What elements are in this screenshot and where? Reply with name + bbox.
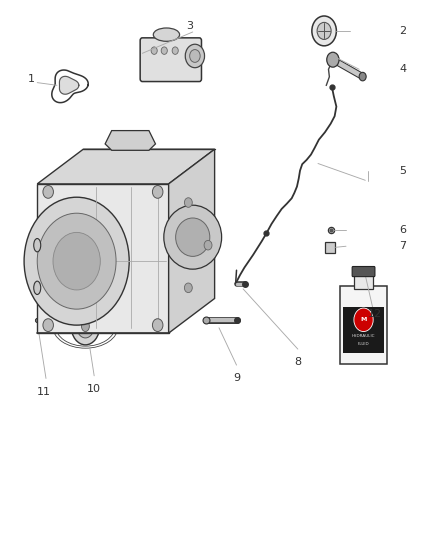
Text: 10: 10 <box>87 384 101 394</box>
Polygon shape <box>105 131 155 150</box>
Polygon shape <box>37 184 169 333</box>
Ellipse shape <box>164 205 222 269</box>
Text: 2: 2 <box>399 26 406 36</box>
Ellipse shape <box>153 28 180 42</box>
Circle shape <box>152 185 163 198</box>
FancyBboxPatch shape <box>343 307 384 353</box>
Text: 7: 7 <box>399 241 406 251</box>
Circle shape <box>204 240 212 250</box>
Ellipse shape <box>176 218 210 256</box>
Circle shape <box>43 319 53 332</box>
Circle shape <box>184 198 192 207</box>
Text: 12: 12 <box>367 310 381 319</box>
Text: HYDRAULIC: HYDRAULIC <box>352 334 375 338</box>
Circle shape <box>190 50 200 62</box>
FancyBboxPatch shape <box>352 266 375 277</box>
FancyBboxPatch shape <box>325 242 335 253</box>
Ellipse shape <box>53 232 100 290</box>
Circle shape <box>161 47 167 54</box>
Ellipse shape <box>81 321 89 332</box>
Polygon shape <box>60 76 79 94</box>
Text: 9: 9 <box>233 374 240 383</box>
Text: 8: 8 <box>294 358 301 367</box>
Circle shape <box>327 52 339 67</box>
Circle shape <box>43 185 53 198</box>
Text: FLUID: FLUID <box>358 342 369 346</box>
Circle shape <box>354 308 373 332</box>
Text: 6: 6 <box>399 225 406 235</box>
Polygon shape <box>37 149 215 184</box>
Text: 4: 4 <box>399 64 406 74</box>
Circle shape <box>185 44 205 68</box>
FancyBboxPatch shape <box>354 273 373 289</box>
Circle shape <box>152 319 163 332</box>
Circle shape <box>359 72 366 81</box>
Text: 3: 3 <box>186 21 193 30</box>
Text: M: M <box>360 317 367 322</box>
Circle shape <box>317 22 331 39</box>
Polygon shape <box>169 149 215 333</box>
Circle shape <box>151 47 157 54</box>
Ellipse shape <box>77 314 94 338</box>
Circle shape <box>172 47 178 54</box>
Circle shape <box>184 283 192 293</box>
FancyBboxPatch shape <box>340 286 387 364</box>
Ellipse shape <box>37 213 116 309</box>
Ellipse shape <box>24 197 129 325</box>
Ellipse shape <box>34 239 41 252</box>
Text: 5: 5 <box>399 166 406 175</box>
Text: 1: 1 <box>28 74 35 84</box>
Ellipse shape <box>71 308 99 345</box>
Text: 11: 11 <box>37 387 51 397</box>
Ellipse shape <box>34 281 41 294</box>
FancyBboxPatch shape <box>140 38 201 82</box>
Circle shape <box>312 16 336 46</box>
